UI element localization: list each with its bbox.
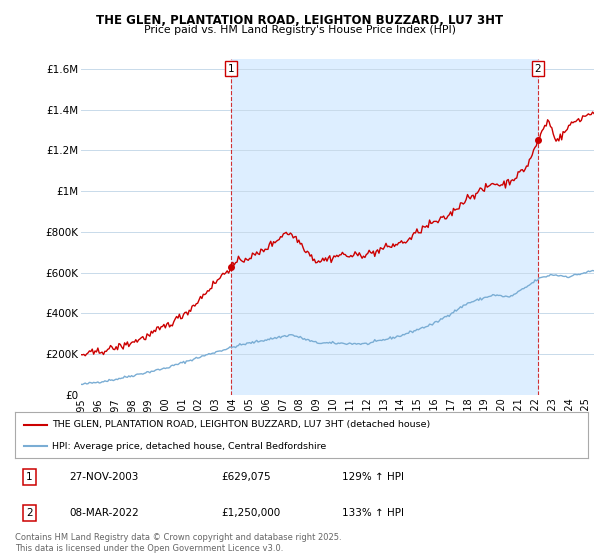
- Text: 08-MAR-2022: 08-MAR-2022: [70, 508, 139, 518]
- Text: £1,250,000: £1,250,000: [221, 508, 281, 518]
- Text: 129% ↑ HPI: 129% ↑ HPI: [341, 472, 404, 482]
- Text: THE GLEN, PLANTATION ROAD, LEIGHTON BUZZARD, LU7 3HT: THE GLEN, PLANTATION ROAD, LEIGHTON BUZZ…: [97, 14, 503, 27]
- Text: Price paid vs. HM Land Registry's House Price Index (HPI): Price paid vs. HM Land Registry's House …: [144, 25, 456, 35]
- Text: £629,075: £629,075: [221, 472, 271, 482]
- Text: 2: 2: [26, 508, 32, 518]
- Text: 133% ↑ HPI: 133% ↑ HPI: [341, 508, 404, 518]
- Text: 1: 1: [26, 472, 32, 482]
- Text: THE GLEN, PLANTATION ROAD, LEIGHTON BUZZARD, LU7 3HT (detached house): THE GLEN, PLANTATION ROAD, LEIGHTON BUZZ…: [52, 420, 430, 429]
- Bar: [231, 59, 538, 395]
- Text: Contains HM Land Registry data © Crown copyright and database right 2025.
This d: Contains HM Land Registry data © Crown c…: [15, 533, 341, 553]
- Text: 27-NOV-2003: 27-NOV-2003: [70, 472, 139, 482]
- Text: 1: 1: [227, 64, 234, 74]
- Text: HPI: Average price, detached house, Central Bedfordshire: HPI: Average price, detached house, Cent…: [52, 442, 326, 451]
- Text: 2: 2: [535, 64, 541, 74]
